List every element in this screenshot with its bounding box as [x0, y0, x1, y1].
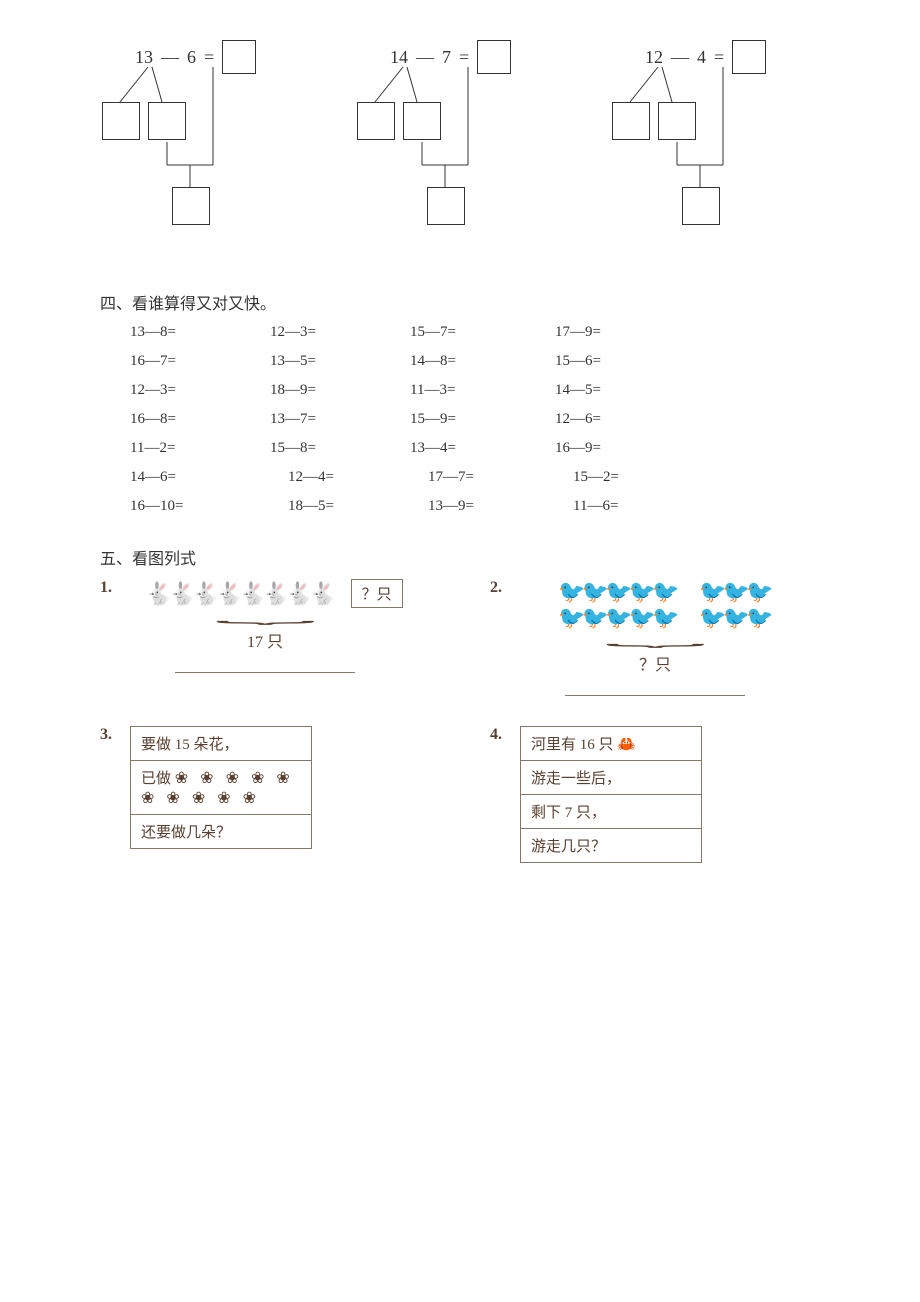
- calc-cell[interactable]: 18—5=: [270, 498, 410, 515]
- line: 剩下 7 只，: [521, 795, 702, 829]
- rabbits-image: 🐇🐇🐇🐇🐇🐇🐇🐇: [145, 581, 332, 607]
- calc-cell[interactable]: 17—9=: [555, 324, 695, 341]
- calc-cell[interactable]: 14—6=: [130, 469, 270, 486]
- problem-3: 3. 要做 15 朵花， 已做 ❀ ❀ ❀ ❀ ❀❀ ❀ ❀ ❀ ❀ 还要做几朵…: [100, 726, 430, 863]
- calc-cell[interactable]: 13—4=: [410, 440, 555, 457]
- split-box-1[interactable]: [612, 102, 650, 140]
- calc-cell[interactable]: 14—5=: [555, 382, 695, 399]
- calc-cell[interactable]: 11—3=: [410, 382, 555, 399]
- partial-result-box[interactable]: [427, 187, 465, 225]
- birds-group-2-image: 🐦🐦🐦🐦🐦🐦: [699, 579, 769, 631]
- partial-result-box[interactable]: [172, 187, 210, 225]
- problem-number: 4.: [490, 726, 502, 744]
- calc-cell[interactable]: 15—7=: [410, 324, 555, 341]
- calc-cell[interactable]: 15—8=: [270, 440, 410, 457]
- calc-cell[interactable]: 13—5=: [270, 353, 410, 370]
- section-5-heading: 五、看图列式: [100, 545, 820, 569]
- calc-cell[interactable]: 16—9=: [555, 440, 695, 457]
- calc-cell[interactable]: 13—8=: [130, 324, 270, 341]
- problem-number: 1.: [100, 579, 112, 597]
- calc-cell[interactable]: 12—6=: [555, 411, 695, 428]
- crab-icon: 🦀: [617, 737, 636, 753]
- brace-icon: ⏟: [215, 611, 316, 619]
- split-box-2[interactable]: [148, 102, 186, 140]
- calc-cell[interactable]: 11—2=: [130, 440, 270, 457]
- brace-icon: ⏟: [605, 634, 706, 642]
- line: 游走一些后，: [521, 761, 702, 795]
- calc-cell[interactable]: 12—4=: [270, 469, 410, 486]
- calc-cell[interactable]: 16—7=: [130, 353, 270, 370]
- calculation-grid: 13—8=12—3=15—7=17—9=16—7=13—5=14—8=15—6=…: [130, 324, 820, 515]
- line: 河里有 16 只 🦀: [521, 727, 702, 761]
- problem-number: 3.: [100, 726, 112, 744]
- problem-4-table: 河里有 16 只 🦀 游走一些后， 剩下 7 只， 游走几只？: [520, 726, 702, 863]
- section-5-problems: 1. 🐇🐇🐇🐇🐇🐇🐇🐇 ？只 ⏟ 17 只 2. 🐦🐦🐦🐦🐦🐦🐦🐦🐦🐦 🐦🐦🐦🐦…: [100, 579, 820, 863]
- answer-line[interactable]: [565, 695, 745, 696]
- split-box-2[interactable]: [658, 102, 696, 140]
- problem-3-table: 要做 15 朵花， 已做 ❀ ❀ ❀ ❀ ❀❀ ❀ ❀ ❀ ❀ 还要做几朵？: [130, 726, 312, 849]
- line: 要做 15 朵花，: [131, 727, 312, 761]
- unknown-label: ？只: [490, 651, 820, 675]
- calc-cell[interactable]: 15—2=: [555, 469, 695, 486]
- calc-cell[interactable]: 15—9=: [410, 411, 555, 428]
- total-label: 17 只: [100, 628, 430, 652]
- section-3-decomposition: 13 — 6 = 14 — 7 =: [100, 40, 820, 240]
- problem-4: 4. 河里有 16 只 🦀 游走一些后， 剩下 7 只， 游走几只？: [490, 726, 820, 863]
- line: 已做 ❀ ❀ ❀ ❀ ❀❀ ❀ ❀ ❀ ❀: [131, 761, 312, 815]
- split-box-1[interactable]: [357, 102, 395, 140]
- calc-cell[interactable]: 12—3=: [130, 382, 270, 399]
- calc-cell[interactable]: 16—8=: [130, 411, 270, 428]
- problem-number: 2.: [490, 579, 502, 597]
- unknown-box[interactable]: ？只: [351, 579, 403, 608]
- calc-cell[interactable]: 16—10=: [130, 498, 270, 515]
- calc-cell[interactable]: 17—7=: [410, 469, 555, 486]
- split-box-1[interactable]: [102, 102, 140, 140]
- line: 还要做几朵？: [131, 815, 312, 849]
- calc-cell[interactable]: 13—9=: [410, 498, 555, 515]
- problem-2: 2. 🐦🐦🐦🐦🐦🐦🐦🐦🐦🐦 🐦🐦🐦🐦🐦🐦 ⏟ ？只: [490, 579, 820, 696]
- decomposition-diagram: 12 — 4 =: [610, 40, 820, 240]
- problem-1: 1. 🐇🐇🐇🐇🐇🐇🐇🐇 ？只 ⏟ 17 只: [100, 579, 430, 696]
- calc-cell[interactable]: 11—6=: [555, 498, 695, 515]
- decomposition-diagram: 14 — 7 =: [355, 40, 565, 240]
- calc-cell[interactable]: 14—8=: [410, 353, 555, 370]
- split-box-2[interactable]: [403, 102, 441, 140]
- partial-result-box[interactable]: [682, 187, 720, 225]
- section-4-heading: 四、看谁算得又对又快。: [100, 290, 820, 314]
- calc-cell[interactable]: 12—3=: [270, 324, 410, 341]
- calc-cell[interactable]: 18—9=: [270, 382, 410, 399]
- calc-cell[interactable]: 13—7=: [270, 411, 410, 428]
- line: 游走几只？: [521, 829, 702, 863]
- answer-line[interactable]: [175, 672, 355, 673]
- calc-cell[interactable]: 15—6=: [555, 353, 695, 370]
- decomposition-diagram: 13 — 6 =: [100, 40, 310, 240]
- birds-group-1-image: 🐦🐦🐦🐦🐦🐦🐦🐦🐦🐦: [558, 579, 675, 631]
